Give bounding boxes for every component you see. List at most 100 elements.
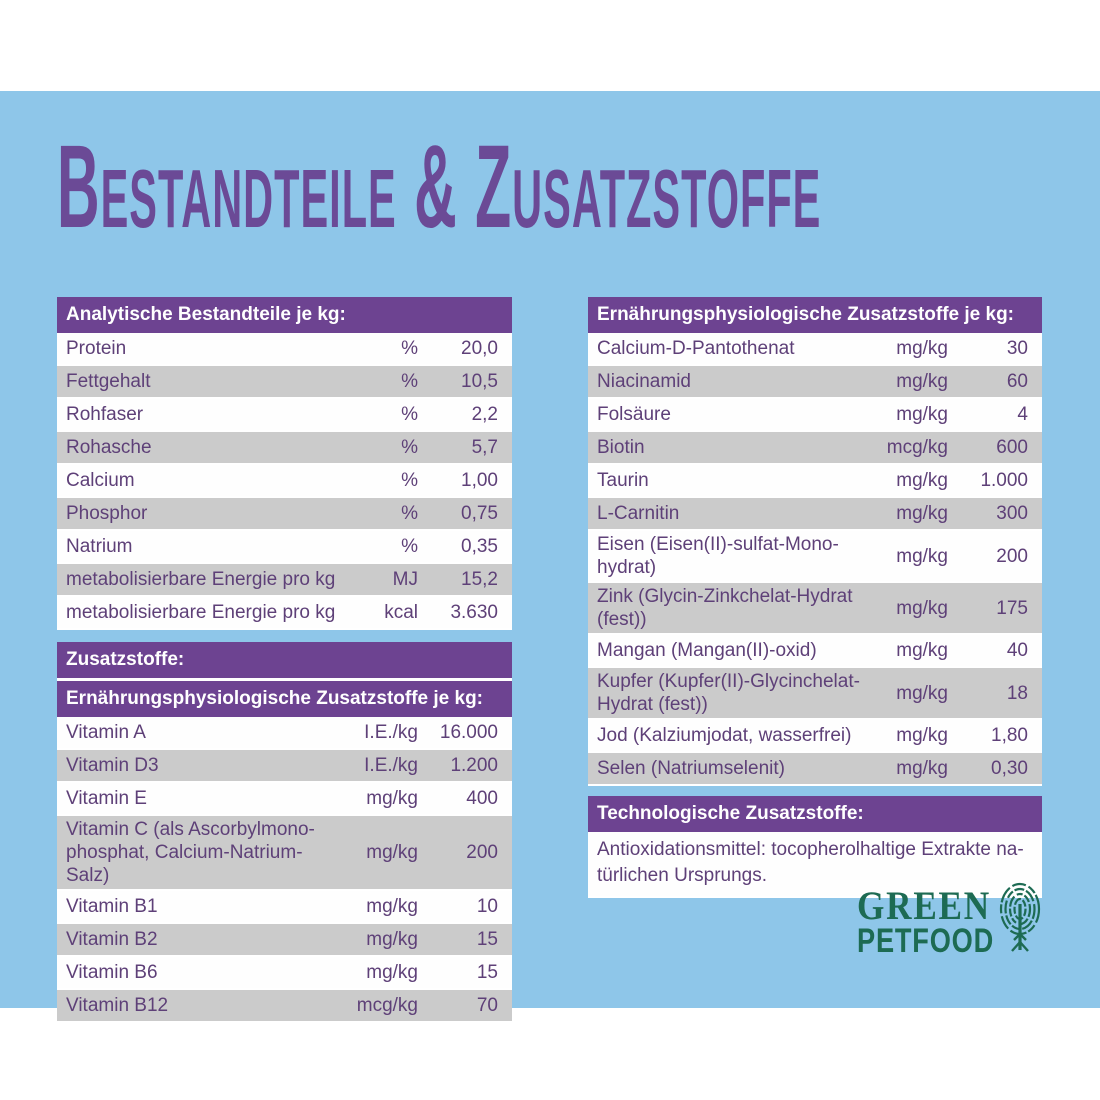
table-row: Calcium% 1,00	[57, 465, 512, 498]
row-value: 400	[466, 788, 498, 809]
row-value: 30	[1006, 338, 1028, 359]
row-unit: mg/kg	[896, 725, 948, 746]
row-unit: mg/kg	[896, 597, 948, 619]
table-row: Vitamin D3 I.E./kg 1.200	[57, 750, 512, 783]
technological-body: Antioxidationsmittel: tocopherolhaltige …	[588, 832, 1042, 898]
row-unit: mg/kg	[366, 962, 418, 983]
table-row: Folsäure mg/kg 4	[588, 399, 1042, 432]
row-unit: %	[401, 470, 418, 491]
table-row: Mangan (Mangan(II)-oxid) mg/kg 40	[588, 635, 1042, 668]
row-value: 10,5	[461, 371, 498, 392]
row-value: 1.000	[980, 470, 1028, 491]
row-value: 15	[476, 962, 498, 983]
table-row: Phosphor% 0,75	[57, 498, 512, 531]
row-label: Jod (Kalziumjodat, wasserfrei)	[597, 725, 852, 746]
row-value: 3.630	[450, 602, 498, 623]
row-label: Calcium	[66, 470, 135, 491]
row-label: Rohfaser	[66, 404, 144, 425]
vitamins-table-header: Ernährungsphysiologische Zusatzstoffe je…	[57, 681, 512, 717]
row-unit: mcg/kg	[356, 995, 418, 1016]
row-label: Vitamin C (als Ascorbylmono- phosphat, C…	[66, 819, 315, 886]
row-label: Vitamin E	[66, 788, 147, 809]
vitamins-table: Vitamin A I.E./kg 16.000 Vitamin D3 I.E./kg 1…	[57, 717, 512, 1023]
table-row: Natrium% 0,35	[57, 531, 512, 564]
table-row: Vitamin C (als Ascorbylmono- phosphat, C…	[57, 816, 512, 891]
table-row: Fettgehalt% 10,5	[57, 366, 512, 399]
row-value: 4	[1017, 404, 1028, 425]
row-label: Rohasche	[66, 437, 152, 458]
minerals-table: Calcium-D-Pantothenat mg/kg 30 Niacinamid mg…	[588, 333, 1042, 786]
minerals-table-header: Ernährungsphysiologische Zusatzstoffe je…	[588, 297, 1042, 333]
logo-text: GREEN PETFOOD	[857, 883, 1028, 960]
technological-header: Technologische Zusatzstoffe:	[588, 796, 1042, 832]
table-row: Rohasche% 5,7	[57, 432, 512, 465]
zusatzstoffe-header: Zusatzstoffe:	[57, 642, 512, 678]
row-label: Eisen (Eisen(II)-sulfat-Mono- hydrat)	[597, 534, 839, 578]
row-unit: %	[401, 437, 418, 458]
row-label: Vitamin B6	[66, 962, 158, 983]
table-row: Vitamin B12 mcg/kg 70	[57, 990, 512, 1023]
row-unit: mg/kg	[896, 338, 948, 359]
table-row: Taurin mg/kg 1.000	[588, 465, 1042, 498]
page-title: Bestandteile & Zusatzstoffe	[57, 121, 822, 253]
row-unit: mg/kg	[366, 896, 418, 917]
row-value: 175	[996, 597, 1028, 619]
table-row: Vitamin A I.E./kg 16.000	[57, 717, 512, 750]
row-unit: %	[401, 338, 418, 359]
table-row: Vitamin E mg/kg 400	[57, 783, 512, 816]
row-value: 40	[1006, 640, 1028, 661]
row-label: Taurin	[597, 470, 649, 491]
section-gap	[588, 786, 1042, 796]
row-label: Fettgehalt	[66, 371, 151, 392]
row-label: L-Carnitin	[597, 503, 680, 524]
table-row: Vitamin B1 mg/kg 10	[57, 891, 512, 924]
table-row: Vitamin B2 mg/kg 15	[57, 924, 512, 957]
row-unit: mg/kg	[896, 758, 948, 779]
row-label: Calcium-D-Pantothenat	[597, 338, 795, 359]
table-row: Jod (Kalziumjodat, wasserfrei) mg/kg 1,80	[588, 720, 1042, 753]
table-row: Calcium-D-Pantothenat mg/kg 30	[588, 333, 1042, 366]
logo-line1: GREEN	[857, 883, 991, 928]
row-label: Niacinamid	[597, 371, 691, 392]
row-label: Natrium	[66, 536, 133, 557]
row-value: 15,2	[461, 569, 498, 590]
table-row: Biotin mcg/kg 600	[588, 432, 1042, 465]
row-label: Selen (Natriumselenit)	[597, 758, 785, 779]
row-value: 2,2	[471, 404, 498, 425]
tree-fingerprint-icon	[998, 882, 1042, 959]
logo-line2: PETFOOD	[857, 922, 995, 960]
row-value: 70	[476, 995, 498, 1016]
row-unit: mg/kg	[896, 404, 948, 425]
row-unit: MJ	[392, 569, 418, 590]
row-value: 0,30	[991, 758, 1028, 779]
row-label: Vitamin B1	[66, 896, 158, 917]
table-row: Eisen (Eisen(II)-sulfat-Mono- hydrat) mg/…	[588, 531, 1042, 583]
row-unit: mg/kg	[896, 640, 948, 661]
row-unit: mg/kg	[366, 788, 418, 809]
row-unit: mg/kg	[366, 842, 418, 863]
row-label: Folsäure	[597, 404, 671, 425]
row-unit: kcal	[384, 602, 418, 623]
row-value: 1,80	[991, 725, 1028, 746]
section-gap	[57, 630, 512, 642]
row-unit: mcg/kg	[886, 437, 948, 458]
analytic-table-header: Analytische Bestandteile je kg:	[57, 297, 512, 333]
row-unit: mg/kg	[896, 682, 948, 704]
row-unit: mg/kg	[896, 545, 948, 567]
left-column: Analytische Bestandteile je kg: Protein%…	[57, 297, 512, 1023]
row-value: 16.000	[439, 722, 498, 743]
row-label: Protein	[66, 338, 127, 359]
table-row: Kupfer (Kupfer(II)-Glycinchelat- Hydrat …	[588, 668, 1042, 720]
row-value: 15	[476, 929, 498, 950]
row-label: Vitamin B2	[66, 929, 158, 950]
row-value: 5,7	[471, 437, 498, 458]
row-value: 1.200	[450, 755, 498, 776]
row-value: 1,00	[461, 470, 498, 491]
row-label: metabolisierbare Energie pro kg	[66, 602, 336, 623]
row-label: Vitamin B12	[66, 995, 169, 1016]
row-value: 0,75	[461, 503, 498, 524]
table-row: metabolisierbare Energie pro kg kcal 3.630	[57, 597, 512, 630]
row-value: 18	[1006, 682, 1028, 704]
green-petfood-logo: GREEN PETFOOD	[857, 880, 1042, 975]
table-row: Niacinamid mg/kg 60	[588, 366, 1042, 399]
